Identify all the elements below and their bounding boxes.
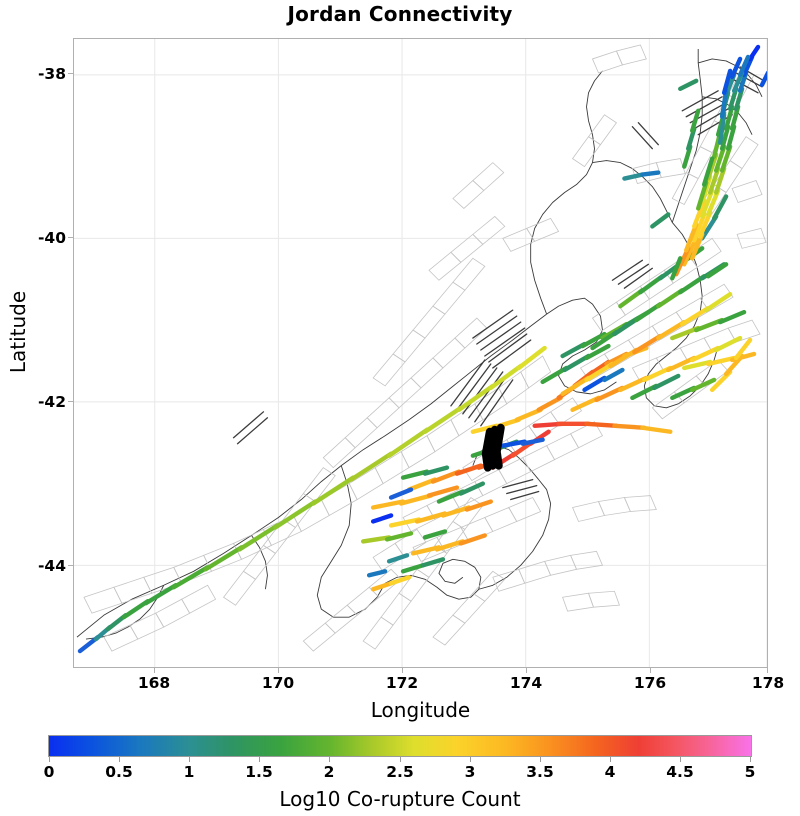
colorbar-tick-8: 4 [604,763,616,781]
x-axis-ticks: 168 170 172 174 176 178 [73,674,784,696]
colorbar-tick-6: 3 [464,763,476,781]
colorbar-tick-1: 0.5 [105,763,133,781]
ytick-label-2: -42 [37,393,66,411]
xtick-label-2: 172 [385,674,419,692]
colorbar-tick-0: 0 [43,763,55,781]
colorbar-tick-3: 1.5 [245,763,273,781]
ytick-label-1: -40 [37,229,66,247]
colorbar-gradient [48,735,752,757]
fault-section-polygons [83,44,767,652]
xtick-label-1: 170 [261,674,295,692]
map-plot-area[interactable] [73,38,768,668]
colorbar-tick-7: 3.5 [526,763,554,781]
map-svg [74,39,767,667]
colorbar-tick-2: 1 [183,763,195,781]
colorbar-tick-10: 5 [744,763,756,781]
y-axis-ticks: -38 -40 -42 -44 [0,38,66,668]
fault-traces-uncolored [232,66,765,501]
fault-traces-colored [77,44,767,654]
xtick-label-0: 168 [137,674,171,692]
colorbar-tick-9: 4.5 [666,763,694,781]
xtick-label-5: 178 [751,674,785,692]
highlighted-source-fault [481,423,505,472]
ytick-label-3: -44 [37,557,66,575]
ytick-label-0: -38 [37,65,66,83]
colorbar-tick-4: 2 [323,763,335,781]
xtick-label-3: 174 [509,674,543,692]
xtick-label-4: 176 [633,674,667,692]
y-axis-label: Latitude [6,290,30,374]
colorbar-tick-5: 2.5 [386,763,414,781]
grid-lines [74,39,767,667]
colorbar[interactable]: 0 0.5 1 1.5 2 2.5 3 3.5 4 4.5 5 Log10 Co… [44,735,755,815]
page-title: Jordan Connectivity [287,2,513,26]
x-axis-label: Longitude [370,698,471,722]
colorbar-label: Log10 Co-rupture Count [279,787,521,811]
